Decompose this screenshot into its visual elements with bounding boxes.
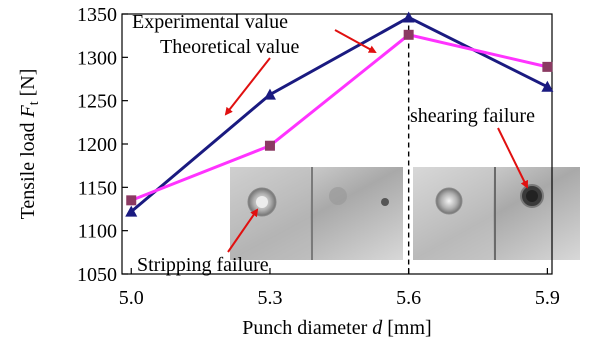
- data-point-theoretical: [542, 61, 553, 72]
- data-point-theoretical: [126, 195, 137, 206]
- series-line-1: [130, 33, 548, 202]
- data-point-experimental: [125, 205, 138, 217]
- x-axis-label: Punch diameter d [mm]: [242, 317, 431, 339]
- data-point-theoretical: [264, 140, 275, 151]
- data-point-experimental: [263, 88, 276, 100]
- data-point-theoretical: [403, 29, 414, 40]
- y-tick-label: 1350: [77, 4, 117, 26]
- series-layer: [125, 11, 554, 217]
- label-theoretical: Theoretical value: [160, 36, 299, 58]
- x-tick-label: 5.0: [119, 287, 144, 309]
- y-axis-label: Tensile load Ft [N]: [17, 69, 42, 220]
- arrow-theoretical: [224, 57, 271, 116]
- y-axis: 1050 1100 1150 1200 1250 1300 1350: [77, 4, 128, 286]
- y-tick-label: 1300: [77, 47, 117, 69]
- label-stripping-failure: Stripping failure: [137, 254, 269, 276]
- arrow-shearing: [497, 127, 528, 189]
- label-experimental: Experimental value: [132, 11, 288, 33]
- arrow-stripping: [227, 208, 259, 253]
- x-tick-label: 5.9: [535, 287, 560, 309]
- y-tick-label: 1050: [77, 264, 117, 286]
- y-tick-label: 1200: [77, 134, 117, 156]
- x-tick-label: 5.3: [257, 287, 282, 309]
- arrow-experimental: [334, 29, 377, 53]
- specimen-photo-shearing: [413, 167, 580, 260]
- data-point-experimental: [541, 80, 554, 92]
- y-tick-label: 1100: [78, 221, 117, 243]
- y-tick-label: 1150: [78, 177, 117, 199]
- data-point-experimental: [402, 11, 415, 23]
- x-axis: 5.0 5.3 5.6 5.9: [119, 268, 560, 309]
- y-tick-label: 1250: [77, 91, 117, 113]
- label-shearing-failure: shearing failure: [410, 105, 535, 127]
- x-tick-label: 5.6: [396, 287, 421, 309]
- specimen-photo-stripping: [230, 167, 403, 260]
